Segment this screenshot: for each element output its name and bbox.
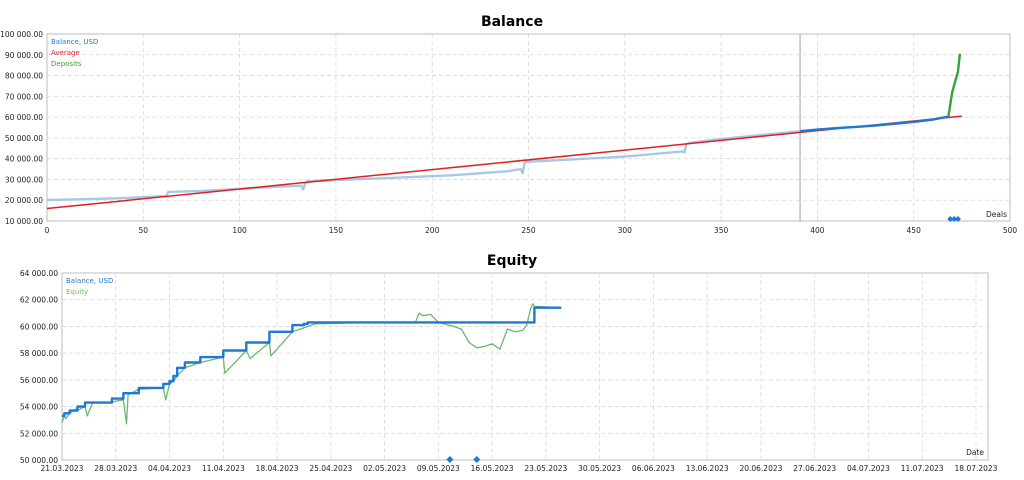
balance-legend-entry: Deposits bbox=[51, 60, 82, 68]
equity-x-tick-label: 09.05.2023 bbox=[417, 464, 460, 473]
balance-y-tick-label: 20 000.00 bbox=[5, 196, 43, 205]
balance-x-tick-label: 100 bbox=[232, 226, 247, 235]
equity-series-line-balance-usd bbox=[62, 306, 562, 418]
equity-x-tick-label: 11.04.2023 bbox=[202, 464, 245, 473]
equity-x-tick-label: 27.06.2023 bbox=[793, 464, 836, 473]
balance-deal-marker bbox=[947, 216, 954, 222]
equity-x-tick-label: 11.07.2023 bbox=[901, 464, 944, 473]
equity-y-tick-label: 52 000.00 bbox=[20, 429, 58, 438]
equity-y-tick-label: 64 000.00 bbox=[20, 269, 58, 278]
balance-x-tick-label: 150 bbox=[329, 226, 344, 235]
equity-legend-entry: Equity bbox=[66, 288, 88, 296]
balance-chart-title: Balance bbox=[480, 14, 544, 30]
equity-x-tick-label: 25.04.2023 bbox=[309, 464, 352, 473]
equity-plot-frame bbox=[61, 272, 989, 461]
equity-deal-marker bbox=[473, 456, 481, 463]
equity-x-tick-label: 16.05.2023 bbox=[471, 464, 514, 473]
equity-y-tick-label: 62 000.00 bbox=[20, 296, 58, 305]
equity-x-tick-label: 02.05.2023 bbox=[363, 464, 406, 473]
equity-x-tick-label: 28.03.2023 bbox=[94, 464, 137, 473]
equity-x-tick-label: 23.05.2023 bbox=[524, 464, 567, 473]
equity-x-axis-label: Date bbox=[966, 448, 984, 457]
balance-series-line-history bbox=[46, 130, 801, 202]
balance-y-tick-label: 60 000.00 bbox=[5, 113, 43, 122]
equity-x-tick-label: 04.07.2023 bbox=[847, 464, 890, 473]
balance-series-line-balance-usd bbox=[799, 115, 949, 133]
balance-y-tick-label: 90 000.00 bbox=[5, 51, 43, 60]
balance-series-line-deposits bbox=[947, 53, 962, 117]
equity-y-tick-label: 60 000.00 bbox=[20, 322, 58, 331]
equity-x-tick-label: 04.04.2023 bbox=[148, 464, 191, 473]
balance-x-tick-label: 450 bbox=[907, 226, 922, 235]
balance-y-tick-label: 100 000.00 bbox=[0, 30, 43, 39]
balance-y-tick-label: 50 000.00 bbox=[5, 134, 43, 143]
balance-x-tick-label: 400 bbox=[810, 226, 825, 235]
equity-x-tick-label: 18.04.2023 bbox=[256, 464, 299, 473]
balance-legend-entry: Balance, USD bbox=[51, 38, 98, 46]
equity-x-tick-label: 13.06.2023 bbox=[686, 464, 729, 473]
equity-y-tick-label: 58 000.00 bbox=[20, 349, 58, 358]
balance-x-tick-label: 300 bbox=[618, 226, 633, 235]
balance-legend-entry: Average bbox=[51, 49, 80, 57]
equity-x-tick-label: 20.06.2023 bbox=[739, 464, 782, 473]
balance-x-tick-label: 350 bbox=[714, 226, 729, 235]
balance-x-tick-label: 250 bbox=[521, 226, 536, 235]
equity-deal-marker bbox=[446, 456, 454, 463]
balance-y-tick-label: 80 000.00 bbox=[5, 72, 43, 81]
balance-x-tick-label: 200 bbox=[425, 226, 440, 235]
balance-x-tick-label: 500 bbox=[1003, 226, 1018, 235]
balance-y-tick-label: 30 000.00 bbox=[5, 175, 43, 184]
balance-x-tick-label: 50 bbox=[139, 226, 149, 235]
balance-deal-marker bbox=[951, 216, 958, 222]
equity-legend-entry: Balance, USD bbox=[66, 277, 113, 285]
equity-x-tick-label: 06.06.2023 bbox=[632, 464, 675, 473]
equity-x-tick-label: 18.07.2023 bbox=[955, 464, 998, 473]
equity-y-tick-label: 54 000.00 bbox=[20, 403, 58, 412]
equity-y-tick-label: 50 000.00 bbox=[20, 456, 58, 465]
equity-chart-title: Equity bbox=[486, 253, 538, 269]
balance-x-axis-label: Deals bbox=[986, 210, 1007, 219]
balance-y-tick-label: 40 000.00 bbox=[5, 155, 43, 164]
equity-x-tick-label: 30.05.2023 bbox=[578, 464, 621, 473]
balance-deal-marker bbox=[954, 216, 961, 222]
balance-y-tick-label: 10 000.00 bbox=[5, 217, 43, 226]
balance-y-tick-label: 70 000.00 bbox=[5, 92, 43, 101]
equity-y-tick-label: 56 000.00 bbox=[20, 376, 58, 385]
balance-x-tick-label: 0 bbox=[45, 226, 50, 235]
equity-x-tick-label: 21.03.2023 bbox=[41, 464, 84, 473]
